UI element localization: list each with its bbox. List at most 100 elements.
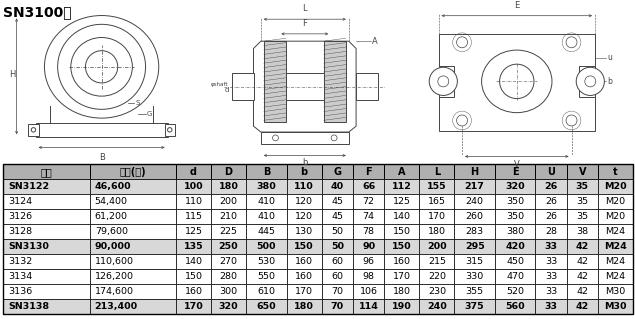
- Text: B: B: [263, 167, 270, 177]
- Bar: [579, 66, 595, 97]
- Bar: [246, 269, 286, 284]
- Text: 240: 240: [465, 197, 484, 206]
- Circle shape: [585, 76, 596, 87]
- Text: M20: M20: [606, 197, 625, 206]
- Bar: [3, 299, 90, 314]
- Text: 106: 106: [359, 287, 378, 296]
- Text: 155: 155: [427, 182, 446, 191]
- Text: 33: 33: [545, 257, 557, 266]
- Bar: [566, 269, 598, 284]
- Text: b: b: [302, 159, 307, 167]
- Bar: [322, 164, 353, 179]
- Text: 33: 33: [545, 287, 557, 296]
- Text: 170: 170: [393, 272, 411, 281]
- Text: 70: 70: [331, 302, 344, 311]
- Text: D: D: [225, 167, 232, 177]
- Bar: [353, 284, 384, 299]
- Bar: [211, 179, 246, 194]
- Bar: [455, 299, 495, 314]
- Text: SN3130: SN3130: [8, 242, 50, 251]
- Bar: [322, 269, 353, 284]
- Text: 120: 120: [295, 197, 313, 206]
- Bar: [535, 269, 566, 284]
- Text: u: u: [608, 53, 612, 63]
- Bar: [246, 299, 286, 314]
- Text: 180: 180: [218, 182, 239, 191]
- Circle shape: [566, 115, 577, 126]
- Text: 90: 90: [362, 242, 375, 251]
- Text: 610: 610: [257, 287, 276, 296]
- Bar: [211, 209, 246, 224]
- Bar: [90, 224, 176, 239]
- Text: 140: 140: [393, 212, 411, 221]
- Text: H: H: [9, 70, 15, 79]
- Text: 445: 445: [257, 227, 276, 236]
- Bar: [384, 224, 419, 239]
- Bar: [439, 66, 454, 97]
- Text: 45: 45: [331, 197, 344, 206]
- Bar: [176, 239, 211, 254]
- Bar: [455, 224, 495, 239]
- Bar: [286, 164, 322, 179]
- Bar: [495, 239, 535, 254]
- Text: V: V: [578, 167, 586, 177]
- Bar: [246, 179, 286, 194]
- Bar: [419, 179, 455, 194]
- Bar: [535, 179, 566, 194]
- Bar: [455, 164, 495, 179]
- Text: 125: 125: [184, 227, 203, 236]
- Bar: [419, 239, 455, 254]
- Bar: [353, 239, 384, 254]
- Text: 550: 550: [257, 272, 276, 281]
- Circle shape: [331, 135, 337, 141]
- Bar: [566, 179, 598, 194]
- Text: 350: 350: [506, 197, 525, 206]
- Bar: [90, 164, 176, 179]
- Text: 42: 42: [577, 257, 589, 266]
- Bar: [384, 284, 419, 299]
- Circle shape: [272, 135, 278, 141]
- Ellipse shape: [481, 50, 552, 113]
- Bar: [419, 194, 455, 209]
- Bar: [495, 269, 535, 284]
- Bar: [246, 224, 286, 239]
- Text: 3132: 3132: [8, 257, 32, 266]
- Text: 112: 112: [392, 182, 411, 191]
- Bar: [90, 299, 176, 314]
- Bar: [3, 209, 90, 224]
- Text: 200: 200: [427, 242, 446, 251]
- Text: 320: 320: [218, 302, 238, 311]
- Bar: [36, 122, 168, 137]
- Text: 174,600: 174,600: [95, 287, 134, 296]
- Bar: [176, 194, 211, 209]
- Polygon shape: [253, 41, 356, 132]
- Bar: [176, 284, 211, 299]
- Bar: [566, 299, 598, 314]
- Text: 150: 150: [294, 242, 314, 251]
- Text: 350: 350: [506, 212, 525, 221]
- Bar: [419, 284, 455, 299]
- Bar: [353, 194, 384, 209]
- Text: 560: 560: [505, 302, 525, 311]
- Bar: [3, 224, 90, 239]
- Bar: [439, 34, 595, 131]
- Bar: [455, 269, 495, 284]
- Text: 283: 283: [465, 227, 484, 236]
- Text: 500: 500: [257, 242, 276, 251]
- Circle shape: [457, 115, 467, 126]
- Text: 170: 170: [184, 302, 203, 311]
- Text: 100: 100: [184, 182, 203, 191]
- Text: 530: 530: [257, 257, 276, 266]
- Text: d: d: [224, 86, 229, 93]
- Text: 380: 380: [257, 182, 276, 191]
- Text: 210: 210: [220, 212, 237, 221]
- Bar: [322, 284, 353, 299]
- Text: 126,200: 126,200: [95, 272, 134, 281]
- Text: 60: 60: [331, 257, 344, 266]
- Bar: [384, 209, 419, 224]
- Bar: [535, 299, 566, 314]
- Bar: [3, 239, 90, 254]
- Text: 150: 150: [392, 242, 411, 251]
- Text: 50: 50: [331, 242, 344, 251]
- Text: SN3100型: SN3100型: [3, 5, 72, 19]
